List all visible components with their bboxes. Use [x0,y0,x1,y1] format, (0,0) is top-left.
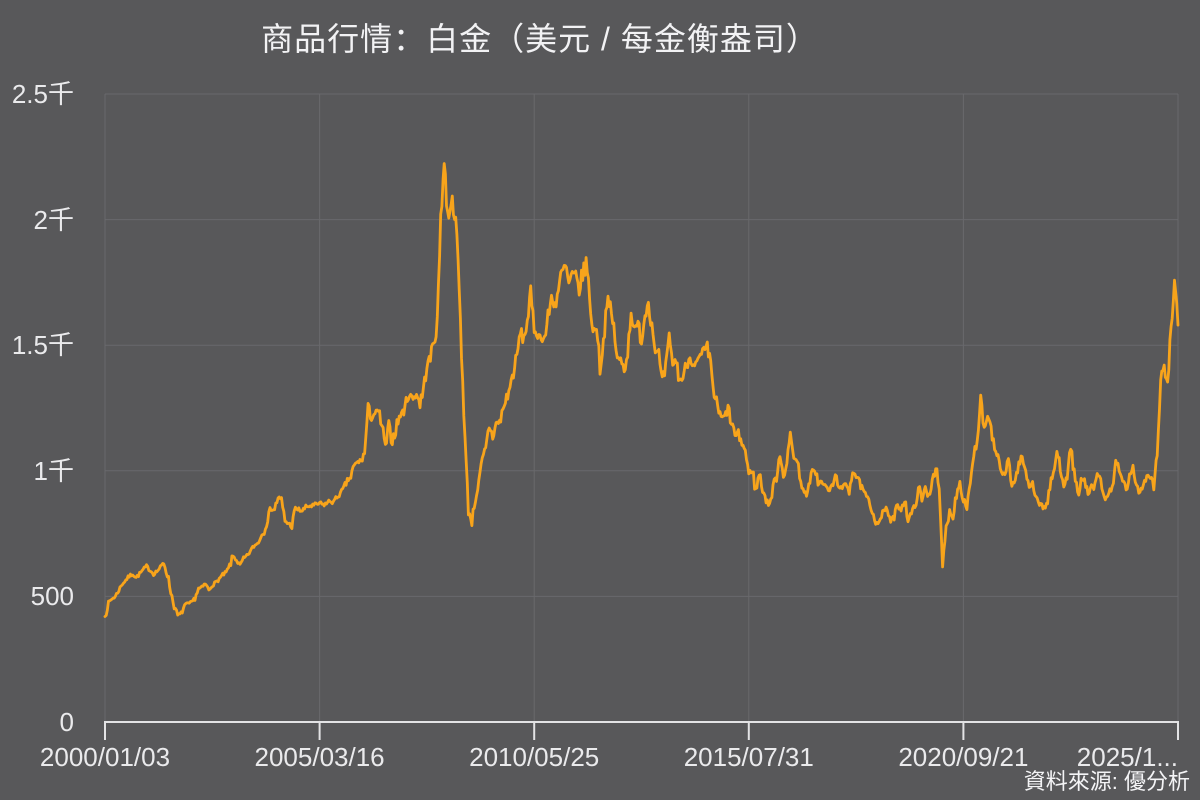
chart-title: 商品行情：白金（美元 / 每金衡盎司） [261,21,819,57]
x-axis-tick-label: 2010/05/25 [469,742,600,772]
x-axis-tick-label: 2005/03/16 [254,742,385,772]
source-label: 資料來源: 優分析 [1023,769,1190,794]
y-axis-tick-label: 2.5千 [11,79,74,109]
y-axis-tick-label: 0 [59,707,74,737]
x-axis-tick-label: 2025/1... [1076,742,1178,772]
y-axis-tick-label: 2千 [33,204,74,235]
y-axis-tick-label: 500 [30,581,74,612]
y-axis-tick-label: 1千 [33,455,74,486]
x-axis-tick-label: 2000/01/03 [39,742,171,772]
x-axis-tick-label: 2020/09/21 [898,742,1029,772]
price-line [103,162,1180,618]
x-axis-tick-label: 2015/07/31 [683,742,814,772]
y-axis-tick-label: 1.5千 [11,330,74,361]
